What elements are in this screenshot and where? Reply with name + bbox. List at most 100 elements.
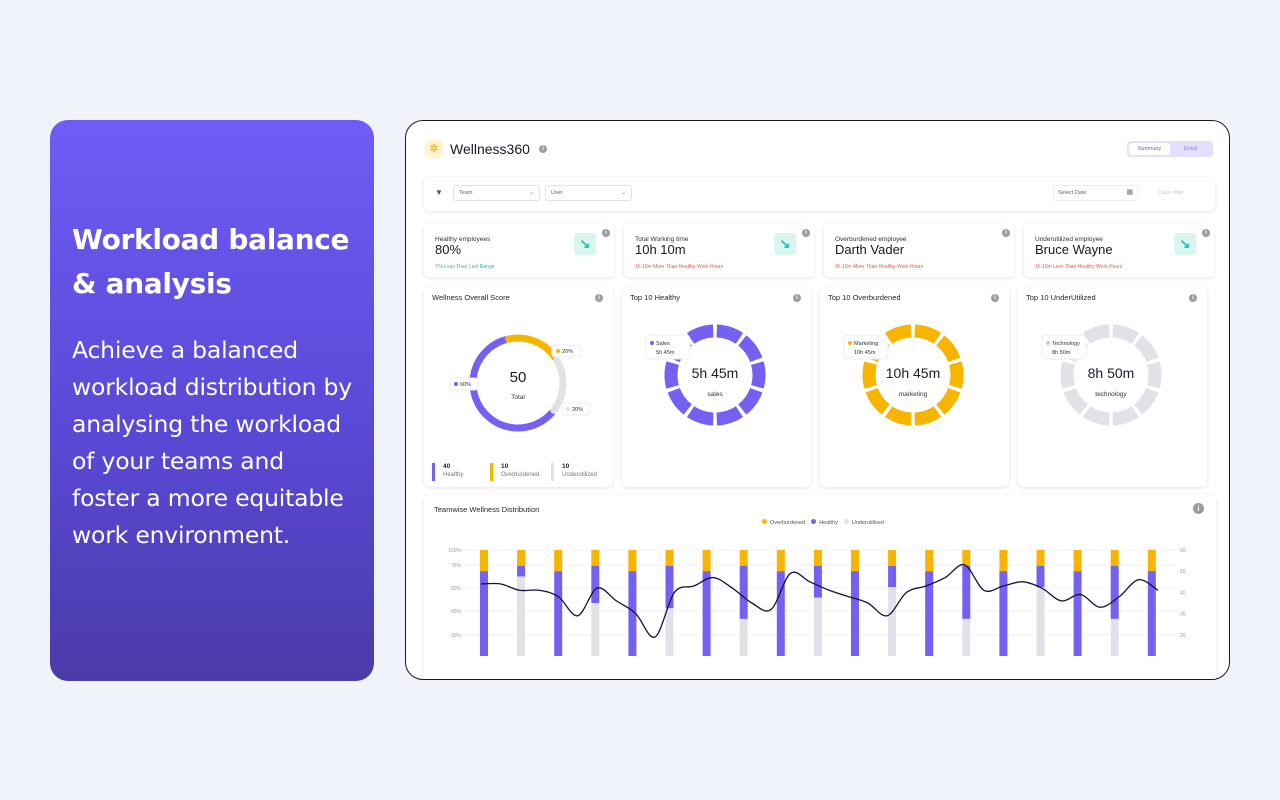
team-select[interactable]: Team ⌄ [453,185,540,201]
donut-segment [1133,335,1159,363]
tooltip-name: Sales [656,341,670,347]
tooltip: Technology 8h 50m [1041,334,1087,360]
view-toggle: Summary Detail [1127,141,1213,157]
info-icon[interactable]: i [539,145,547,153]
bar-overburdened [776,550,785,572]
info-icon[interactable]: i [1202,229,1210,237]
tab-detail[interactable]: Detail [1183,146,1198,152]
card-center-value: 10h 45m [886,365,940,381]
bar-overburdened [554,550,563,572]
donut-segment [716,324,744,344]
info-icon[interactable]: i [1189,294,1197,302]
legend-dot [762,519,768,524]
slice-label-bg [449,377,479,391]
donut-slice-healthy [469,336,555,432]
filter-icon: ▼ [435,188,443,197]
stat-label: Underutilized employee [1035,236,1103,243]
stat-value: Bruce Wayne [1035,242,1113,257]
bar-underutilised [739,618,748,656]
info-icon[interactable]: i [991,294,999,302]
overall-center-value: 50 [510,369,527,386]
y-left-tick: 75% [451,563,462,569]
stat-label: Overburdened employee [835,236,907,243]
tooltip-value: 8h 50m [1052,350,1071,356]
tooltip: Marketing 10h 45m [843,334,889,360]
info-icon[interactable]: i [1193,503,1204,514]
bar-underutilised [517,576,526,656]
legend-label: Overburdened [770,519,806,526]
info-icon[interactable]: i [595,294,603,302]
legend-item: Healthy [805,519,838,526]
card-center-label: sales [707,391,723,398]
team-select-label: Team [459,190,473,196]
y-right-tick: 30 [1180,612,1186,618]
donut-segment [686,324,714,344]
y-right-tick: 60 [1180,548,1186,554]
bar-underutilised [888,587,897,656]
donut-segment [884,406,912,426]
tab-summary[interactable]: Summary [1129,143,1170,155]
bar-overburdened [1073,550,1082,572]
stat-subtext: 1h 10m More Than Healthy Work Hours [635,264,724,270]
bar-underutilised [962,618,971,656]
donut-segment [1147,361,1162,389]
top-underutilized-card: Top 10 UnderUtilized i Technology 8h 50m 8h … [1018,287,1207,487]
bar-overburdened [925,550,934,572]
bar-healthy [813,565,822,598]
overall-center-label: Total [511,394,525,401]
slice-label-bg [551,344,581,358]
donut-segment [914,406,942,426]
donut-segment [737,387,763,415]
slice-label: 20% [561,402,591,416]
bar-overburdened [702,550,711,572]
donut-slice-overburdened [505,334,559,361]
donut-segment [737,335,763,363]
y-left-tick: 30% [451,633,462,639]
bar-overburdened [628,550,637,572]
donut-segment [935,387,961,415]
bar-healthy [1036,565,1045,588]
top-donut: Technology 8h 50m 8h 50m technology [1041,324,1162,426]
bar-healthy [1073,571,1082,656]
bar-healthy [888,565,897,588]
card-center-label: marketing [899,391,928,398]
teamwise-chart: Teamwise Wellness Distribution i Overbur… [424,495,1216,679]
card-title: Top 10 Healthy [630,293,681,302]
date-picker[interactable]: Select Date ▦ [1053,185,1138,201]
chevron-down-icon: ⌄ [528,190,534,196]
donut-segment [1060,361,1075,389]
donut-segment [865,387,891,415]
donut-segment [1112,406,1140,426]
clear-filter-button[interactable]: Clear filter [1159,190,1185,196]
info-icon[interactable]: i [802,229,810,237]
stat-value: 10h 10m [635,242,686,257]
legend-item-healthy: 40 Healthy [432,463,463,481]
dashboard-frame: ✲ Wellness360 i Summary Detail ▼ Team ⌄ … [405,120,1230,680]
donut-slice-underutilized [550,356,567,414]
stat-label: Total Working time [635,236,689,243]
bar-overburdened [962,550,971,566]
bar-healthy [517,565,526,577]
user-select[interactable]: User ⌄ [545,185,632,201]
promo-body: Achieve a balanced workload distribution… [72,336,352,549]
overall-score-title: Wellness Overall Score [432,293,510,302]
y-right-tick: 40 [1180,590,1186,596]
stat-label: Healthy employees [435,236,491,243]
donut-segment [1063,387,1089,415]
legend-label: Healthy [443,472,464,478]
bar-healthy [962,565,971,619]
card-title: Top 10 Overburdened [828,293,901,302]
legend-count: 10 [501,463,509,470]
bar-underutilised [813,597,822,656]
donut-segment [949,361,964,389]
info-icon[interactable]: i [602,229,610,237]
donut-segment [716,406,744,426]
overall-score-card: Wellness Overall Score i 60% 20% 20% 50 Tota… [424,287,613,487]
tooltip-value: 10h 45m [854,350,876,356]
info-icon[interactable]: i [793,294,801,302]
trend-line [480,563,1159,638]
donut-segment [667,387,693,415]
bar-healthy [851,571,859,656]
trend-down-icon: ↘ [574,233,596,255]
info-icon[interactable]: i [1002,229,1010,237]
